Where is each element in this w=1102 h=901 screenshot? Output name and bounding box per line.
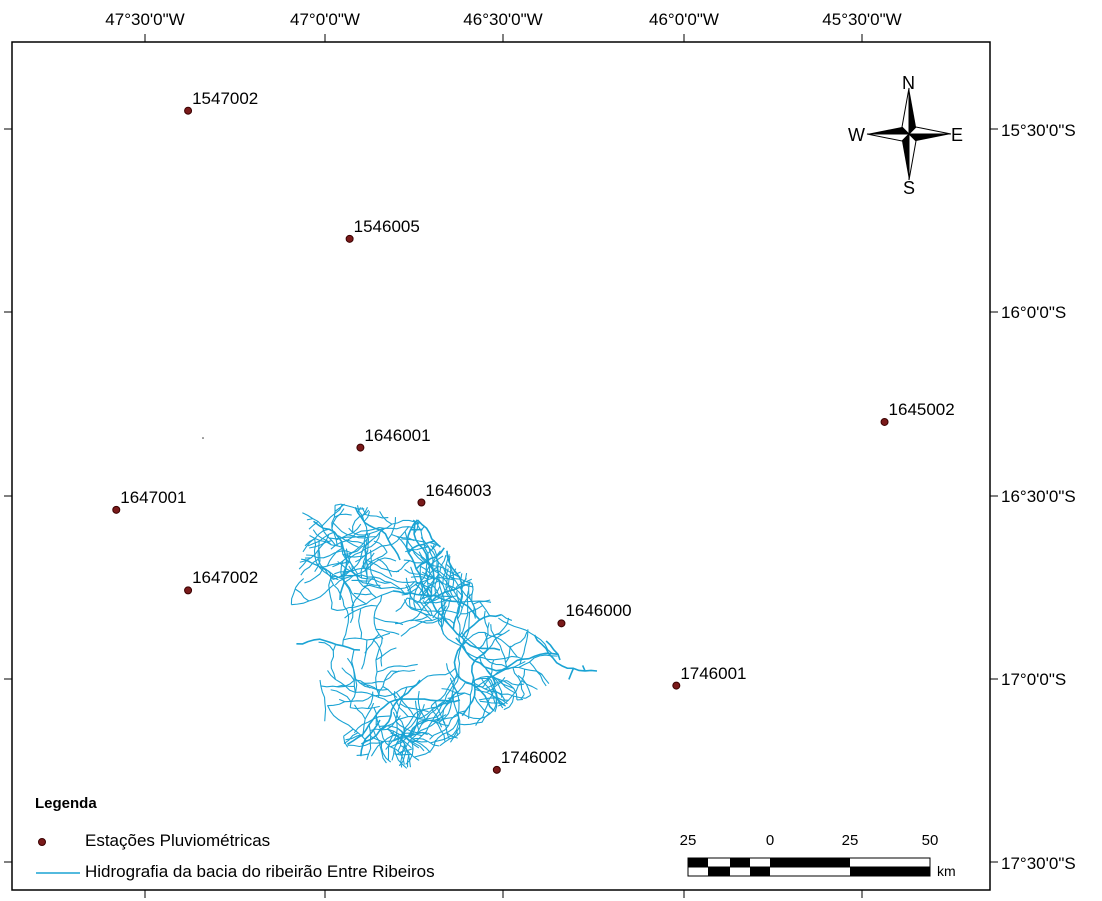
station-label: 1546005 <box>353 216 420 236</box>
station-label: 1746002 <box>500 747 567 767</box>
station-marker <box>356 443 365 452</box>
station-label: 1647002 <box>192 568 259 588</box>
compass-west: W <box>848 125 865 145</box>
longitude-label: 46°30'0"W <box>463 10 543 29</box>
longitude-label: 47°0'0"W <box>290 10 360 29</box>
station-marker <box>492 765 501 774</box>
river-network <box>290 503 598 769</box>
scale-label: 25 <box>841 832 859 849</box>
station-label: 1646003 <box>425 480 492 500</box>
longitude-label: 45°30'0"W <box>822 10 902 29</box>
legend-hydro-label: Hidrografia da bacia do ribeirão Entre R… <box>85 862 435 881</box>
station-label: 1746001 <box>680 663 747 683</box>
latitude-label: 17°0'0"S <box>1001 670 1067 689</box>
scale-label: 25 <box>679 832 697 849</box>
legend-title: Legenda <box>35 795 97 812</box>
station-marker <box>112 505 121 514</box>
station-marker <box>557 619 566 628</box>
station-markers <box>112 106 889 774</box>
station-label: 1647001 <box>120 487 187 507</box>
latitude-label: 15°30'0"S <box>1001 121 1076 140</box>
station-marker <box>184 586 193 595</box>
station-label: 1646001 <box>364 425 431 445</box>
longitude-label: 47°30'0"W <box>105 10 185 29</box>
compass-south: S <box>903 178 916 198</box>
station-marker <box>417 498 426 507</box>
station-label: 1547002 <box>192 88 259 108</box>
legend-station-symbol <box>38 838 46 846</box>
scale-bar <box>687 857 931 877</box>
station-label: 1646000 <box>565 601 632 621</box>
latitude-label: 16°0'0"S <box>1001 303 1067 322</box>
scale-label: 50 <box>921 832 939 849</box>
station-marker <box>880 417 889 426</box>
compass-north: N <box>902 73 915 93</box>
station-marker <box>345 234 354 243</box>
graticule-ticks <box>4 34 998 898</box>
station-marker <box>184 106 193 115</box>
latitude-label: 17°30'0"S <box>1001 854 1076 873</box>
station-label: 1645002 <box>888 399 955 419</box>
scale-label: 0 <box>765 832 775 849</box>
station-marker <box>672 681 681 690</box>
north-arrow-icon <box>866 87 952 181</box>
latitude-label: 16°30'0"S <box>1001 487 1076 506</box>
legend-stations-label: Estações Pluviométricas <box>85 831 271 850</box>
longitude-label: 46°0'0"W <box>649 10 719 29</box>
compass-east: E <box>951 125 964 145</box>
scale-unit: km <box>937 863 956 879</box>
